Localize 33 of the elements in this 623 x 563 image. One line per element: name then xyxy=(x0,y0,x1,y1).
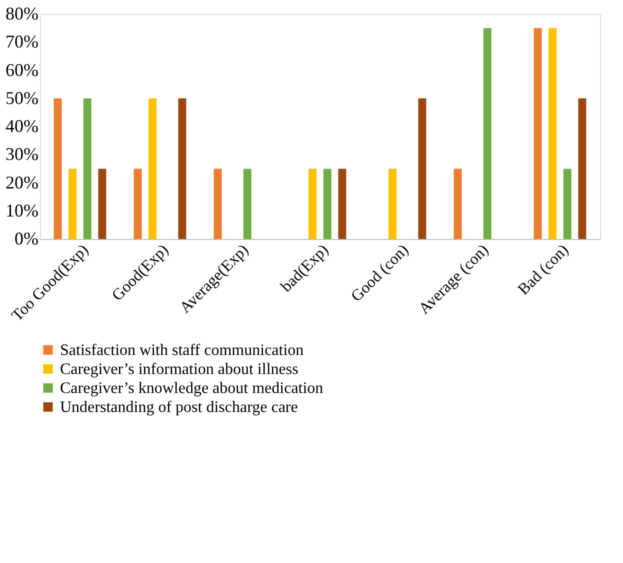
bar xyxy=(454,168,462,239)
y-tick-label: 70% xyxy=(6,32,38,52)
bar xyxy=(323,168,332,239)
y-tick-label: 10% xyxy=(6,200,38,220)
bar xyxy=(83,98,92,239)
bar xyxy=(243,168,252,239)
bar xyxy=(418,98,426,239)
legend-label: Understanding of post discharge care xyxy=(60,399,298,416)
bar xyxy=(338,168,346,239)
y-tick-label: 50% xyxy=(6,88,38,108)
y-tick-label: 60% xyxy=(6,60,38,80)
bar xyxy=(388,168,397,239)
bar xyxy=(308,168,317,239)
y-tick-label: 0% xyxy=(14,228,38,248)
bar xyxy=(178,98,186,239)
y-tick-label: 20% xyxy=(6,172,38,192)
bar xyxy=(148,98,157,239)
bar xyxy=(98,168,106,239)
bar xyxy=(214,168,222,239)
y-tick-label: 40% xyxy=(6,116,38,136)
bar xyxy=(54,98,62,239)
bar xyxy=(483,28,492,239)
legend-label: Satisfaction with staff communication xyxy=(60,342,304,359)
bar xyxy=(134,168,142,239)
y-tick-label: 30% xyxy=(6,144,38,164)
bar xyxy=(534,28,542,239)
bar xyxy=(548,28,557,239)
legend-label: Caregiver’s knowledge about medication xyxy=(60,380,324,397)
bar xyxy=(578,98,586,239)
bar xyxy=(563,168,572,239)
bar xyxy=(68,168,77,239)
legend-label: Caregiver’s information about illness xyxy=(60,361,298,378)
y-tick-label: 80% xyxy=(6,4,38,24)
